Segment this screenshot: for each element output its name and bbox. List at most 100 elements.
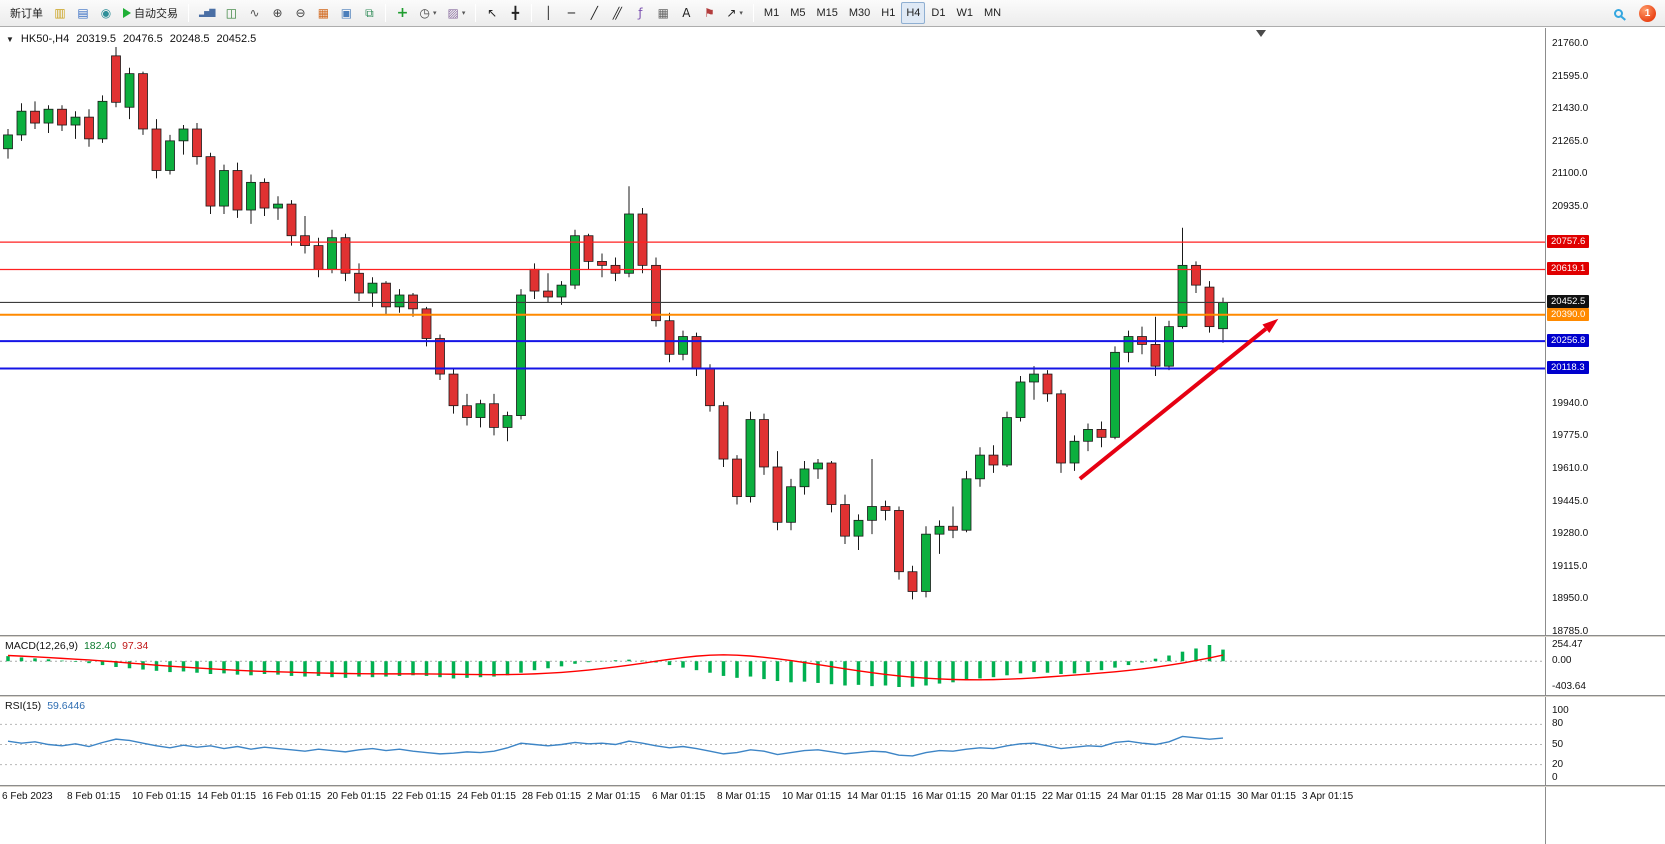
fibonacci-button[interactable]: ƒ bbox=[629, 2, 651, 24]
price-tick-label: 21595.0 bbox=[1552, 70, 1589, 82]
collapse-icon[interactable]: ▼ bbox=[6, 34, 14, 44]
dropdown-caret-icon: ▾ bbox=[461, 9, 466, 17]
auto-arrange-button[interactable]: ⧉ bbox=[358, 2, 380, 24]
data-window-icon: ▤ bbox=[77, 6, 89, 20]
shapes-grid-icon: ▦ bbox=[657, 6, 669, 20]
indicators-window-icon: ▦ bbox=[317, 6, 330, 20]
timeframe-m1-button[interactable]: M1 bbox=[759, 2, 784, 24]
arrows-icon: ↗ bbox=[726, 6, 737, 20]
shapes-grid-button[interactable]: ▦ bbox=[652, 2, 674, 24]
time-axis-label: 16 Mar 01:15 bbox=[912, 791, 971, 802]
dropdown-caret-icon: ▾ bbox=[432, 9, 437, 17]
timeframe-w1-button[interactable]: W1 bbox=[951, 2, 978, 24]
text-button[interactable]: A bbox=[675, 2, 697, 24]
time-axis-label: 6 Feb 2023 bbox=[2, 791, 53, 802]
add-indicator-button[interactable]: + bbox=[391, 2, 413, 24]
search-button[interactable] bbox=[1607, 2, 1629, 24]
trend-arrow-annotation bbox=[1078, 318, 1279, 481]
timeframe-h1-button[interactable]: H1 bbox=[876, 2, 900, 24]
time-axis-label: 24 Mar 01:15 bbox=[1107, 791, 1166, 802]
macd-signal-line bbox=[7, 654, 1224, 681]
price-tick-label: 19115.0 bbox=[1552, 560, 1588, 572]
time-axis-label: 14 Feb 01:15 bbox=[197, 791, 256, 802]
tile-windows-button[interactable]: ▣ bbox=[335, 2, 357, 24]
macd-panel-canvas[interactable] bbox=[0, 637, 1545, 695]
price-line-tag: 20452.5 bbox=[1547, 295, 1590, 309]
panel-splitter[interactable] bbox=[0, 695, 1665, 697]
crosshair-button[interactable]: ╋ bbox=[504, 2, 526, 24]
rsi-indicator-label: RSI(15) 59.6446 bbox=[5, 700, 85, 712]
trendline-button[interactable]: ╱ bbox=[583, 2, 605, 24]
timeframe-h4-button[interactable]: H4 bbox=[901, 2, 926, 24]
toolbar-separator bbox=[385, 4, 387, 22]
new-order-button-label: 新订单 bbox=[10, 8, 43, 20]
horizontal-line-button[interactable]: ─ bbox=[560, 2, 582, 24]
price-line-tag: 20118.3 bbox=[1547, 361, 1589, 375]
auto-arrange-icon: ⧉ bbox=[365, 6, 374, 20]
cursor-button[interactable]: ↖ bbox=[481, 2, 503, 24]
panel-splitter[interactable] bbox=[0, 635, 1665, 637]
time-axis[interactable]: 6 Feb 2023 8 Feb 01:15 10 Feb 01:15 14 Feb … bbox=[0, 787, 1665, 809]
navigator-button[interactable]: ◉ bbox=[95, 2, 117, 24]
price-line-tag: 20757.6 bbox=[1547, 235, 1590, 249]
time-axis-label: 8 Mar 01:15 bbox=[717, 791, 771, 802]
market-watch-button[interactable]: ▥ bbox=[49, 2, 71, 24]
timeframe-m5-button[interactable]: M5 bbox=[785, 2, 810, 24]
new-order-button[interactable]: 新订单 bbox=[5, 2, 48, 24]
price-axis[interactable]: 21760.0 21595.0 21430.0 21265.0 21100.0 20935… bbox=[1545, 28, 1665, 844]
panel-splitter[interactable] bbox=[0, 785, 1665, 787]
rsi-scale-label: 100 bbox=[1552, 705, 1569, 716]
fibonacci-icon: ƒ bbox=[638, 6, 643, 20]
time-axis-label: 30 Mar 01:15 bbox=[1237, 791, 1296, 802]
market-watch-icon: ▥ bbox=[54, 6, 66, 20]
text-label-button[interactable]: ⚑ bbox=[698, 2, 720, 24]
arrows-button[interactable]: ↗ ▾ bbox=[721, 2, 748, 24]
indicators-window-button[interactable]: ▦ bbox=[312, 2, 334, 24]
add-indicator-icon: + bbox=[396, 5, 409, 21]
price-tick-label: 19280.0 bbox=[1552, 528, 1589, 540]
notification-badge[interactable]: 1 bbox=[1639, 4, 1656, 22]
time-axis-label: 10 Mar 01:15 bbox=[782, 791, 841, 802]
trendline-icon: ╱ bbox=[590, 6, 598, 20]
autotrading-label: 自动交易 bbox=[134, 8, 178, 20]
time-axis-label: 22 Mar 01:15 bbox=[1042, 791, 1101, 802]
macd-scale-label: 0.00 bbox=[1552, 655, 1572, 667]
main-chart-canvas[interactable] bbox=[0, 28, 1545, 635]
chart-shift-marker[interactable] bbox=[1256, 30, 1266, 37]
equidistant-channel-button[interactable]: ╱╱ bbox=[606, 2, 628, 24]
price-tick-label: 21430.0 bbox=[1552, 103, 1589, 115]
template-button[interactable]: ▨ ▾ bbox=[442, 2, 470, 24]
navigator-icon: ◉ bbox=[100, 6, 112, 20]
timeframe-mn-button[interactable]: MN bbox=[979, 2, 1006, 24]
low-value: 20248.5 bbox=[169, 33, 210, 45]
line-chart-button[interactable]: ∿ bbox=[243, 2, 265, 24]
price-tick-label: 21265.0 bbox=[1552, 135, 1589, 147]
data-window-button[interactable]: ▤ bbox=[72, 2, 94, 24]
zoom-in-button[interactable]: ⊕ bbox=[266, 2, 288, 24]
time-axis-label: 8 Feb 01:15 bbox=[67, 791, 121, 802]
zoom-out-button[interactable]: ⊖ bbox=[289, 2, 311, 24]
timeframe-d1-button[interactable]: D1 bbox=[926, 2, 950, 24]
symbol-label: HK50-,H4 bbox=[20, 33, 70, 45]
chart-window[interactable]: ▼ HK50-,H4 20319.5 20476.5 20248.5 20452… bbox=[0, 28, 1665, 844]
toolbar-separator bbox=[475, 4, 477, 22]
rsi-line bbox=[7, 735, 1224, 757]
price-line-tag: 20619.1 bbox=[1547, 262, 1590, 276]
timeframe-m15-button[interactable]: M15 bbox=[811, 2, 842, 24]
macd-signal-value: 97.34 bbox=[122, 640, 149, 652]
timeframe-m30-button[interactable]: M30 bbox=[844, 2, 875, 24]
rsi-value: 59.6446 bbox=[47, 700, 86, 712]
vertical-line-button[interactable]: │ bbox=[537, 2, 559, 24]
autotrading-button[interactable]: 自动交易 bbox=[118, 2, 183, 24]
time-axis-label: 20 Mar 01:15 bbox=[977, 791, 1036, 802]
dropdown-caret-icon: ▾ bbox=[739, 9, 743, 17]
line-chart-icon: ∿ bbox=[249, 6, 260, 20]
price-tick-label: 19610.0 bbox=[1552, 462, 1589, 474]
rsi-params: RSI(15) bbox=[5, 700, 42, 712]
candlestick-chart-button[interactable]: ◫ bbox=[220, 2, 242, 24]
rsi-panel-canvas[interactable] bbox=[0, 697, 1545, 785]
bar-chart-button[interactable]: ▂▅▇ bbox=[194, 2, 219, 24]
zoom-out-icon: ⊖ bbox=[295, 6, 306, 20]
rsi-scale-label: 0 bbox=[1552, 772, 1558, 783]
periods-button[interactable]: ◷ ▾ bbox=[414, 2, 441, 24]
